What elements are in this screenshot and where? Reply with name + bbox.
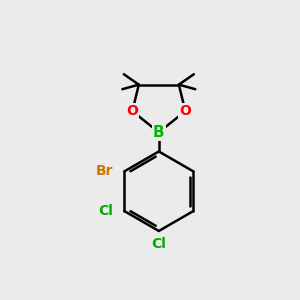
Text: Br: Br xyxy=(96,164,113,178)
Text: O: O xyxy=(126,104,138,118)
Text: Cl: Cl xyxy=(98,204,113,218)
Text: B: B xyxy=(153,125,165,140)
Text: Cl: Cl xyxy=(152,237,166,251)
Text: O: O xyxy=(179,104,191,118)
